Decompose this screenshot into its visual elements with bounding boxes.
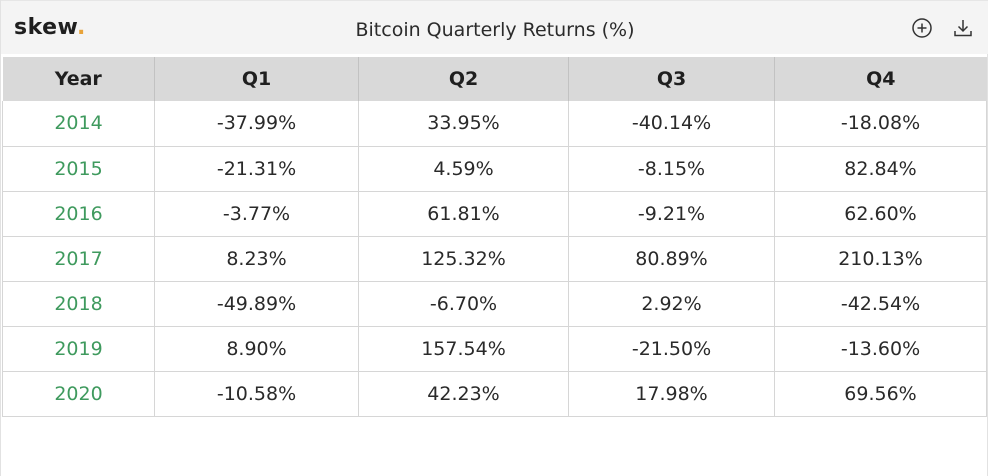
return-cell: 69.56% xyxy=(774,370,987,417)
table-row: 2014 -37.99% 33.95% -40.14% -18.08% xyxy=(2,101,987,147)
return-cell: -8.15% xyxy=(568,145,775,192)
column-header-q2[interactable]: Q2 xyxy=(358,57,569,101)
return-cell: 125.32% xyxy=(358,235,569,282)
table-row: 2019 8.90% 157.54% -21.50% -13.60% xyxy=(2,325,987,372)
return-cell: -21.50% xyxy=(568,325,775,372)
year-cell: 2016 xyxy=(2,190,155,237)
return-cell: 33.95% xyxy=(358,101,569,147)
return-cell: -13.60% xyxy=(774,325,987,372)
return-cell: 8.23% xyxy=(154,235,359,282)
return-cell: -21.31% xyxy=(154,145,359,192)
return-cell: 157.54% xyxy=(358,325,569,372)
return-cell: -37.99% xyxy=(154,101,359,147)
return-cell: 210.13% xyxy=(774,235,987,282)
return-cell: -18.08% xyxy=(774,101,987,147)
table-row: 2018 -49.89% -6.70% 2.92% -42.54% xyxy=(2,280,987,327)
return-cell: 61.81% xyxy=(358,190,569,237)
return-cell: -10.58% xyxy=(154,370,359,417)
return-cell: 62.60% xyxy=(774,190,987,237)
year-cell: 2018 xyxy=(2,280,155,327)
table-row: 2016 -3.77% 61.81% -9.21% 62.60% xyxy=(2,190,987,237)
return-cell: -40.14% xyxy=(568,101,775,147)
column-header-q3[interactable]: Q3 xyxy=(568,57,775,101)
return-cell: 4.59% xyxy=(358,145,569,192)
return-cell: 82.84% xyxy=(774,145,987,192)
return-cell: 42.23% xyxy=(358,370,569,417)
plus-circle-icon[interactable] xyxy=(911,17,933,39)
year-cell: 2019 xyxy=(2,325,155,372)
return-cell: 8.90% xyxy=(154,325,359,372)
year-cell: 2015 xyxy=(2,145,155,192)
download-icon[interactable] xyxy=(952,17,974,39)
returns-table: Year Q1 Q2 Q3 Q4 2014 -37.99% 33.95% -40.14… xyxy=(2,57,987,417)
logo: skew. xyxy=(14,15,86,40)
return-cell: -49.89% xyxy=(154,280,359,327)
column-header-q1[interactable]: Q1 xyxy=(154,57,359,101)
return-cell: 80.89% xyxy=(568,235,775,282)
column-header-q4[interactable]: Q4 xyxy=(774,57,987,101)
table-row: 2020 -10.58% 42.23% 17.98% 69.56% xyxy=(2,370,987,417)
table-header-row: Year Q1 Q2 Q3 Q4 xyxy=(2,57,987,101)
return-cell: -9.21% xyxy=(568,190,775,237)
table-row: 2017 8.23% 125.32% 80.89% 210.13% xyxy=(2,235,987,282)
page-title: Bitcoin Quarterly Returns (%) xyxy=(355,19,635,41)
return-cell: -3.77% xyxy=(154,190,359,237)
return-cell: -6.70% xyxy=(358,280,569,327)
table-row: 2015 -21.31% 4.59% -8.15% 82.84% xyxy=(2,145,987,192)
year-cell: 2014 xyxy=(2,101,155,147)
return-cell: 2.92% xyxy=(568,280,775,327)
column-header-year[interactable]: Year xyxy=(2,57,155,101)
year-cell: 2020 xyxy=(2,370,155,417)
return-cell: 17.98% xyxy=(568,370,775,417)
year-cell: 2017 xyxy=(2,235,155,282)
top-bar: skew. Bitcoin Quarterly Returns (%) xyxy=(1,0,988,54)
return-cell: -42.54% xyxy=(774,280,987,327)
